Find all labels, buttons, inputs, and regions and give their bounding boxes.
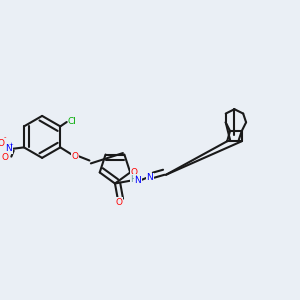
Text: Cl: Cl: [68, 117, 76, 126]
Text: H: H: [130, 175, 137, 184]
Text: N: N: [147, 173, 153, 182]
Text: O: O: [2, 153, 8, 162]
Text: O: O: [130, 168, 137, 177]
Text: O: O: [116, 198, 123, 207]
Text: O: O: [0, 139, 5, 148]
Text: +: +: [9, 142, 14, 147]
Text: N: N: [5, 144, 12, 153]
Text: -: -: [4, 134, 7, 140]
Text: O: O: [71, 152, 78, 160]
Text: N: N: [134, 176, 141, 185]
